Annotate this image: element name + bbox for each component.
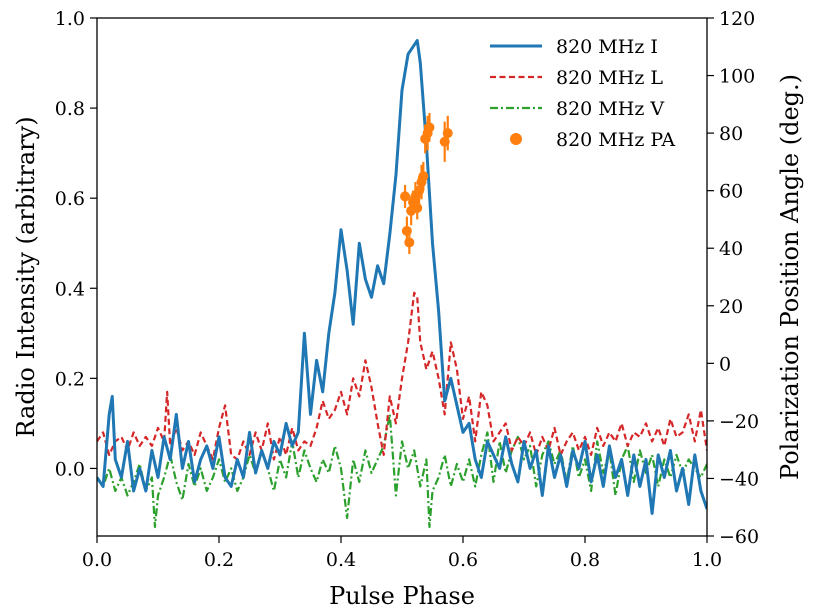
pa-point [400, 191, 411, 202]
x-tick-label: 0.2 [204, 549, 234, 571]
legend-label: 820 MHz PA [556, 129, 675, 151]
legend-label: 820 MHz V [556, 98, 664, 120]
legend: 820 MHz I 820 MHz L 820 MHz V 820 MHz PA [490, 36, 675, 151]
legend-item-820-mhz-v: 820 MHz V [490, 98, 664, 120]
y2-tick-label: 40 [719, 238, 743, 260]
x-tick-label: 0.6 [448, 549, 478, 571]
x-tick-label: 1.0 [692, 549, 722, 571]
series-820-mhz-pa [400, 112, 453, 254]
y2-tick-label: 20 [719, 296, 743, 318]
y-tick-label: 1.0 [55, 8, 85, 30]
legend-item-820-mhz-pa: 820 MHz PA [510, 129, 675, 151]
x-tick-label: 0.0 [82, 549, 112, 571]
series-820-mhz-v [97, 413, 707, 529]
y-tick-label: 0.2 [55, 368, 85, 390]
x-tick-label: 0.8 [570, 549, 600, 571]
y-tick-label: 0.4 [55, 278, 85, 300]
series-layer [97, 39, 707, 529]
legend-marker [510, 133, 522, 145]
series-820-mhz-l [97, 291, 707, 461]
series-820-mhz-i [97, 39, 707, 515]
y-tick-label: 0.8 [55, 98, 85, 120]
pa-point [404, 237, 415, 248]
x-axis-title: Pulse Phase [329, 582, 475, 610]
y2-axis-title: Polarization Position Angle (deg.) [776, 74, 804, 480]
y2-tick-label: 80 [719, 123, 743, 145]
y-tick-label: 0.0 [55, 458, 85, 480]
y-tick-label: 0.6 [55, 188, 85, 210]
y2-tick-label: 120 [719, 8, 755, 30]
x-tick-label: 0.4 [326, 549, 356, 571]
legend-label: 820 MHz L [556, 67, 663, 89]
pa-point [412, 202, 423, 213]
y2-tick-label: −20 [719, 411, 759, 433]
y2-tick-label: 60 [719, 181, 743, 203]
y2-tick-label: 0 [719, 353, 731, 375]
plot-area [97, 39, 707, 529]
y2-tick-label: 100 [719, 66, 755, 88]
legend-item-820-mhz-l: 820 MHz L [490, 67, 663, 89]
legend-item-820-mhz-i: 820 MHz I [490, 36, 658, 58]
pa-point [418, 171, 429, 182]
pa-point [442, 128, 453, 139]
axes-layer: 0.0 0.2 0.4 0.6 0.8 1.00.00.20.40.60.81.0−60−… [55, 8, 759, 571]
pa-point [424, 122, 435, 133]
y2-tick-label: −40 [719, 468, 759, 490]
plot-frame [96, 17, 708, 537]
legend-label: 820 MHz I [556, 36, 658, 58]
y2-tick-label: −60 [719, 526, 759, 548]
y-axis-title: Radio Intensity (arbitrary) [12, 116, 40, 437]
